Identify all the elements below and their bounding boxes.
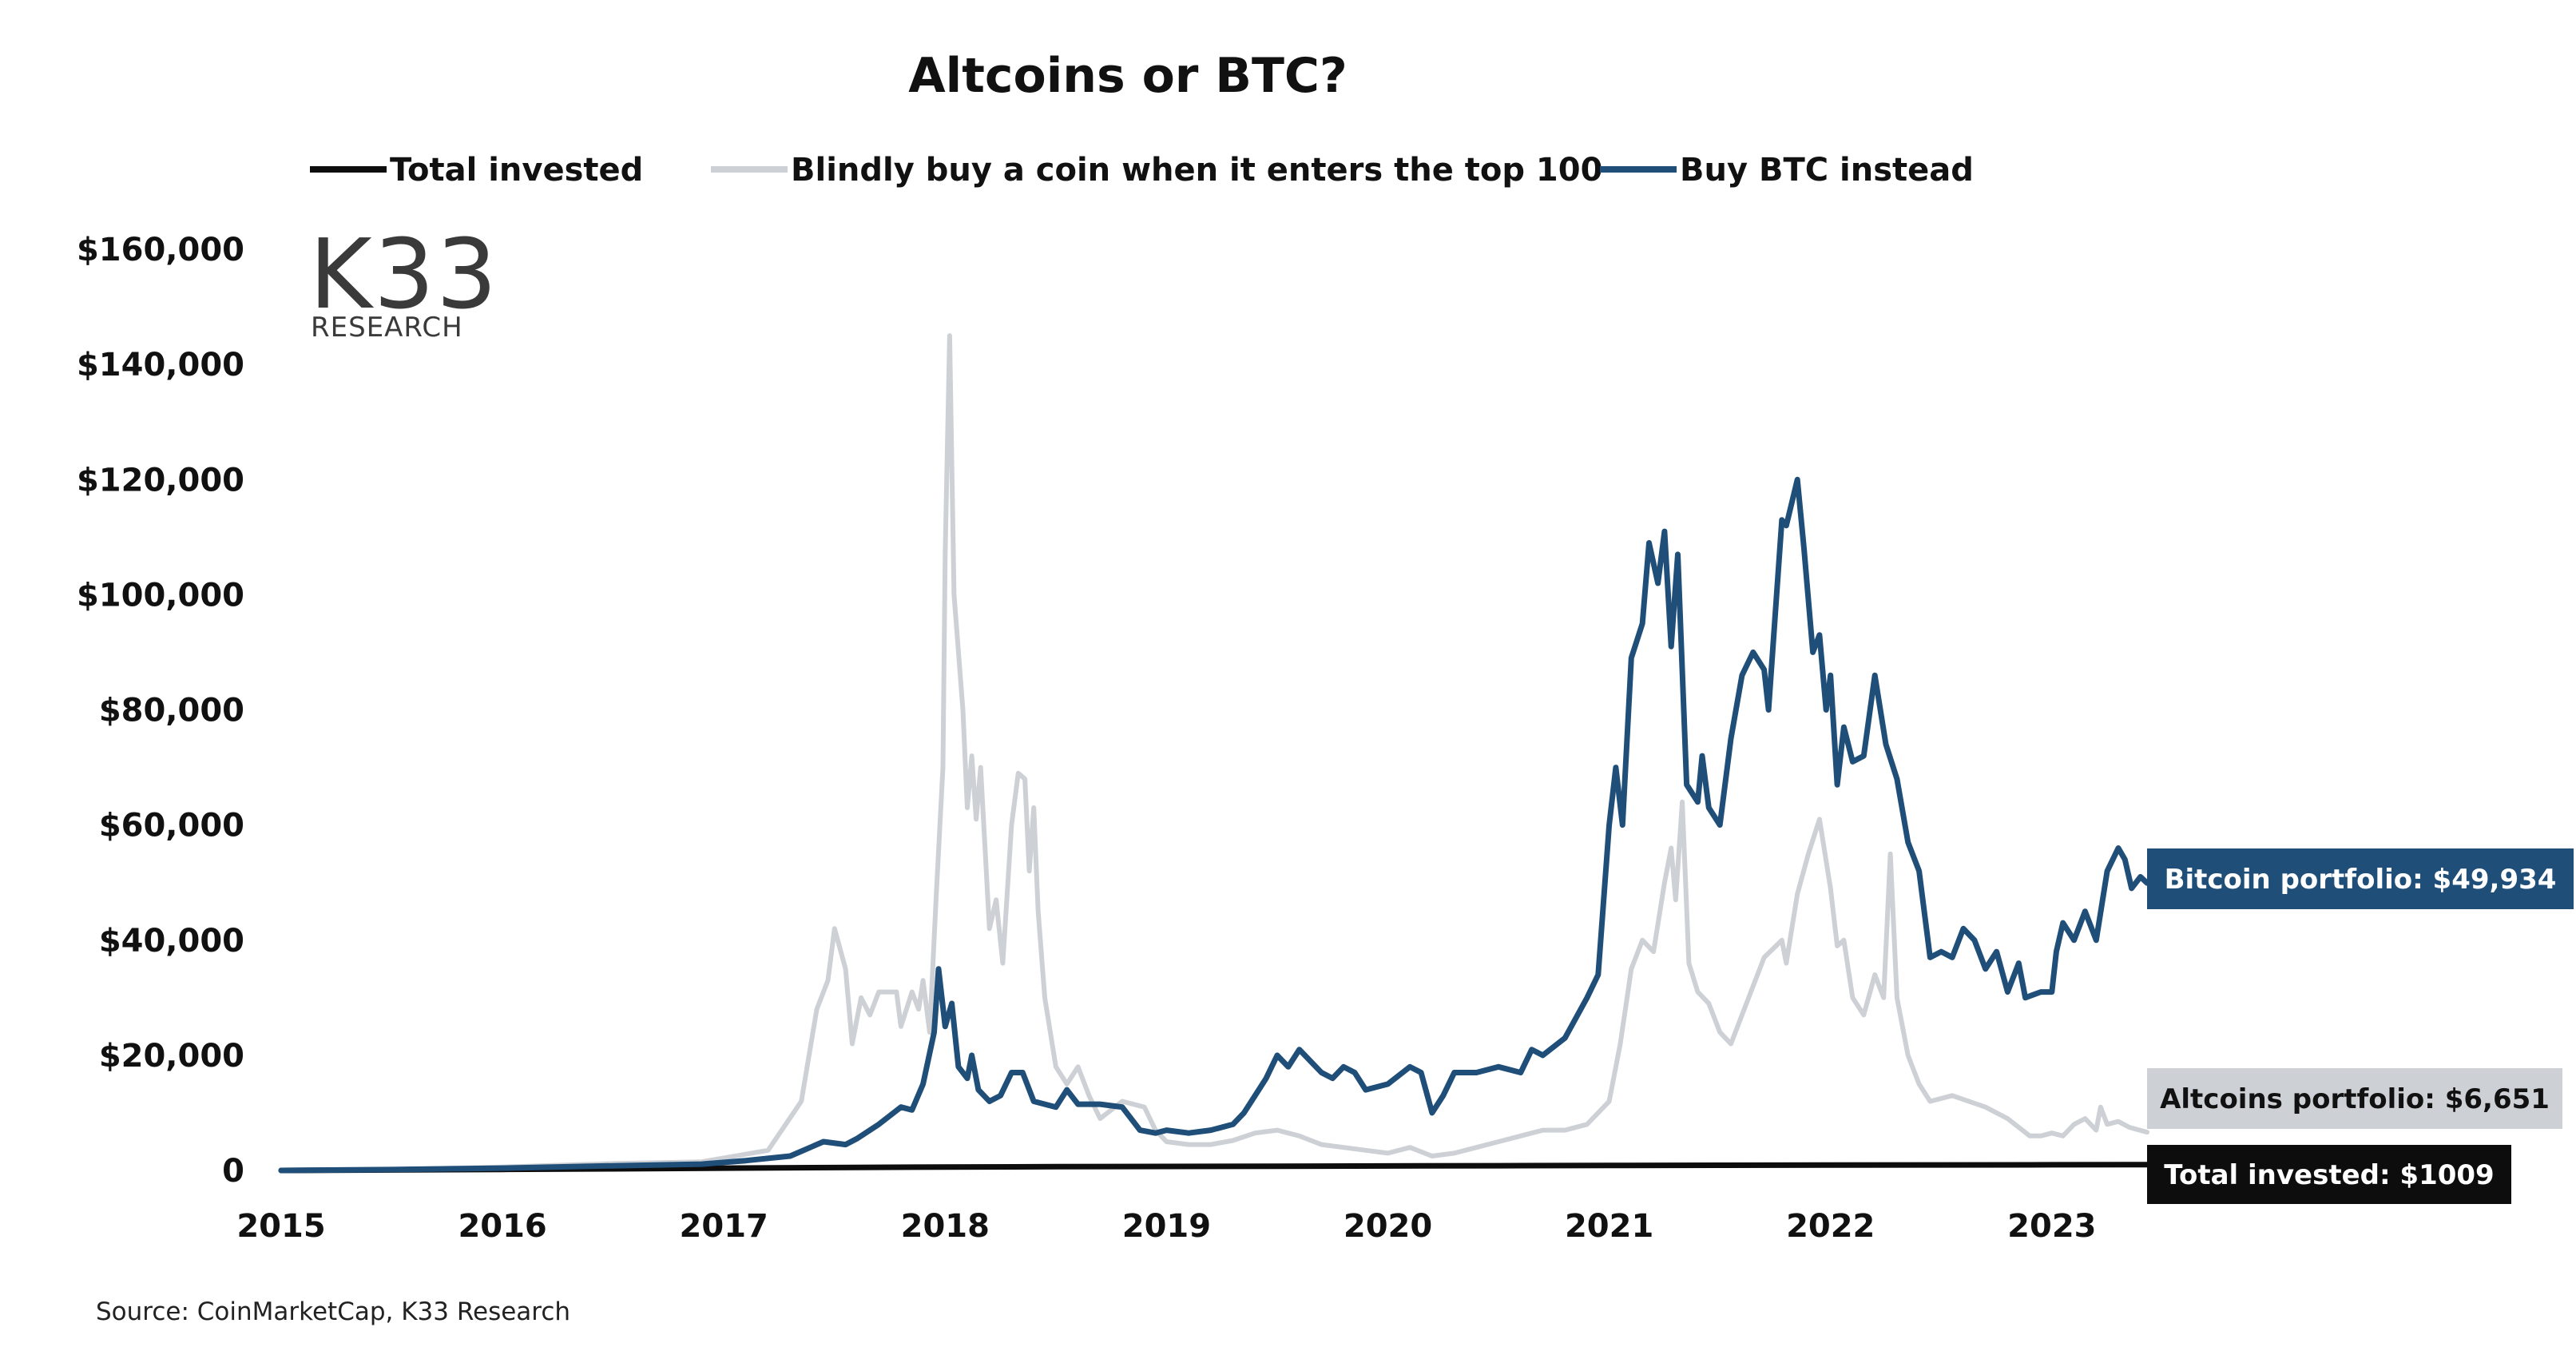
y-tick-label: $60,000 <box>99 808 244 844</box>
legend-label: Buy BTC instead <box>1680 152 1974 189</box>
series-lines <box>278 333 2150 1174</box>
y-axis: 0 $20,000 $40,000 $60,000 $80,000 $100,000 $12… <box>77 232 244 1190</box>
legend-label: Total invested <box>390 152 643 189</box>
x-tick-label: 2022 <box>1786 1208 1875 1245</box>
logo-main: K33 <box>309 220 498 331</box>
y-tick-label: $120,000 <box>77 462 244 499</box>
x-tick-label: 2020 <box>1344 1208 1432 1245</box>
x-tick-label: 2019 <box>1122 1208 1211 1245</box>
x-tick-label: 2017 <box>680 1208 768 1245</box>
k33-logo: K33 RESEARCH <box>309 220 498 344</box>
y-tick-label: 0 <box>222 1153 244 1190</box>
source-note: Source: CoinMarketCap, K33 Research <box>96 1297 570 1326</box>
end-label-text: Bitcoin portfolio: $49,934 <box>2165 864 2557 896</box>
x-tick-label: 2023 <box>2007 1208 2096 1245</box>
end-labels: Bitcoin portfolio: $49,934 Altcoins portf… <box>2147 848 2574 1204</box>
y-tick-label: $40,000 <box>99 923 244 960</box>
x-axis: 2015 2016 2017 2018 2019 2020 2021 2022 2023 <box>236 1208 2096 1245</box>
y-tick-label: $160,000 <box>77 232 244 268</box>
x-tick-label: 2015 <box>236 1208 325 1245</box>
y-tick-label: $80,000 <box>99 693 244 729</box>
x-tick-label: 2021 <box>1565 1208 1653 1245</box>
chart-title: Altcoins or BTC? <box>908 48 1348 104</box>
end-label-box <box>2147 1068 2562 1129</box>
y-tick-label: $140,000 <box>77 347 244 383</box>
legend: Total invested Blindly buy a coin when it… <box>310 152 1974 189</box>
legend-label: Blindly buy a coin when it enters the to… <box>791 152 1602 189</box>
y-tick-label: $100,000 <box>77 577 244 614</box>
end-label-text: Total invested: $1009 <box>2164 1159 2494 1191</box>
end-label-text: Altcoins portfolio: $6,651 <box>2160 1083 2550 1115</box>
series-line <box>278 476 2150 1174</box>
logo-sub: RESEARCH <box>311 312 463 344</box>
end-label-box <box>2147 1145 2511 1204</box>
x-tick-label: 2018 <box>901 1208 990 1245</box>
y-tick-label: $20,000 <box>99 1038 244 1075</box>
end-label-box <box>2147 848 2574 909</box>
series-line <box>279 333 2149 1173</box>
x-tick-label: 2016 <box>458 1208 546 1245</box>
